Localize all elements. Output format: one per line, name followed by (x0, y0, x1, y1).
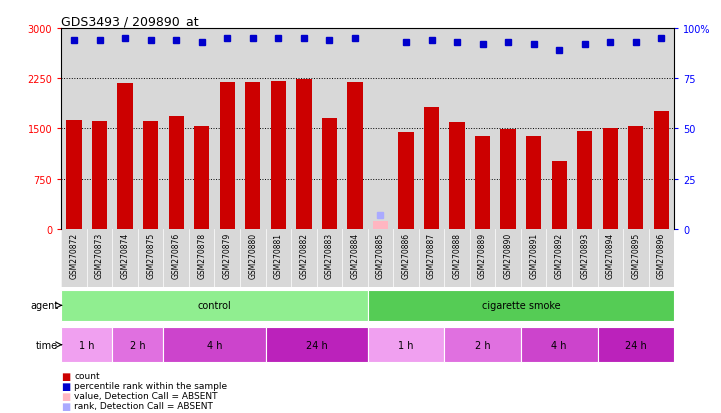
Text: GSM270889: GSM270889 (478, 232, 487, 278)
Bar (143, 122, 159, 229)
Text: GSM270876: GSM270876 (172, 232, 181, 278)
Bar (61, 290, 368, 321)
Text: count: count (74, 371, 100, 380)
Bar (368, 290, 674, 321)
Text: 1 h: 1 h (398, 340, 414, 350)
Text: GSM270887: GSM270887 (427, 232, 436, 278)
Text: GSM270875: GSM270875 (146, 232, 155, 278)
Text: GDS3493 / 209890_at: GDS3493 / 209890_at (61, 15, 199, 28)
Text: value, Detection Call = ABSENT: value, Detection Call = ABSENT (74, 391, 218, 400)
Bar (61, 328, 112, 362)
Text: GSM270893: GSM270893 (580, 232, 589, 278)
Bar (118, 84, 133, 229)
Text: agent: agent (30, 301, 58, 311)
Bar (628, 127, 644, 229)
Bar (500, 130, 516, 229)
Text: 4 h: 4 h (207, 340, 222, 350)
Text: GSM270884: GSM270884 (350, 232, 360, 278)
Text: time: time (36, 340, 58, 350)
Bar (521, 328, 598, 362)
Text: GSM270880: GSM270880 (248, 232, 257, 278)
Bar (245, 83, 260, 229)
Bar (348, 82, 363, 229)
Text: control: control (198, 301, 231, 311)
Text: 4 h: 4 h (552, 340, 567, 350)
Text: GSM270872: GSM270872 (69, 232, 79, 278)
Bar (220, 83, 235, 229)
Text: GSM270891: GSM270891 (529, 232, 538, 278)
Text: GSM270888: GSM270888 (453, 232, 461, 278)
Bar (265, 328, 368, 362)
Text: GSM270892: GSM270892 (554, 232, 564, 278)
Text: GSM270878: GSM270878 (198, 232, 206, 278)
Text: GSM270885: GSM270885 (376, 232, 385, 278)
Bar (112, 328, 164, 362)
Text: percentile rank within the sample: percentile rank within the sample (74, 381, 227, 390)
Bar (654, 112, 669, 229)
Text: cigarette smoke: cigarette smoke (482, 301, 560, 311)
Bar (164, 328, 265, 362)
Bar (92, 122, 107, 229)
Bar (475, 137, 490, 229)
Bar (66, 121, 81, 229)
Text: GSM270874: GSM270874 (120, 232, 130, 278)
Text: GSM270883: GSM270883 (325, 232, 334, 278)
Bar (603, 129, 618, 229)
Text: 24 h: 24 h (306, 340, 327, 350)
Text: GSM270879: GSM270879 (223, 232, 231, 278)
Bar (373, 221, 388, 229)
Text: 2 h: 2 h (475, 340, 490, 350)
Text: 1 h: 1 h (79, 340, 94, 350)
Text: 2 h: 2 h (130, 340, 146, 350)
Bar (449, 123, 465, 229)
Bar (169, 117, 184, 229)
Text: ■: ■ (61, 401, 71, 411)
Bar (424, 108, 439, 229)
Text: rank, Detection Call = ABSENT: rank, Detection Call = ABSENT (74, 401, 213, 410)
Bar (368, 328, 444, 362)
Text: GSM270895: GSM270895 (632, 232, 640, 278)
Bar (526, 137, 541, 229)
Text: GSM270882: GSM270882 (299, 232, 309, 278)
Text: 24 h: 24 h (625, 340, 647, 350)
Bar (552, 161, 567, 229)
Bar (322, 119, 337, 229)
Text: ■: ■ (61, 381, 71, 391)
Bar (444, 328, 521, 362)
Text: GSM270890: GSM270890 (504, 232, 513, 278)
Bar (270, 82, 286, 229)
Text: GSM270881: GSM270881 (274, 232, 283, 278)
Bar (398, 133, 414, 229)
Bar (598, 328, 674, 362)
Bar (296, 80, 311, 229)
Text: GSM270894: GSM270894 (606, 232, 615, 278)
Text: GSM270896: GSM270896 (657, 232, 666, 278)
Text: GSM270873: GSM270873 (95, 232, 104, 278)
Bar (194, 127, 209, 229)
Bar (577, 132, 593, 229)
Text: ■: ■ (61, 391, 71, 401)
Text: GSM270886: GSM270886 (402, 232, 410, 278)
Text: ■: ■ (61, 371, 71, 381)
